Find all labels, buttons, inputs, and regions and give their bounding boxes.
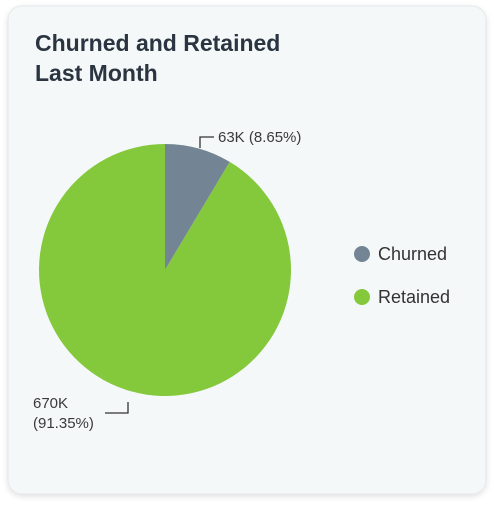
pie-slice — [165, 144, 230, 270]
chart-title: Churned and Retained — [35, 30, 280, 56]
legend-marker — [354, 289, 370, 305]
legend-label: Retained — [378, 287, 450, 307]
value-label: 670K (91.35%) — [33, 395, 94, 432]
chart-title: Last Month — [35, 60, 158, 86]
value-label: 63K (8.65%) — [218, 129, 301, 146]
legend-marker — [354, 246, 370, 262]
legend-label: Churned — [378, 244, 447, 264]
pie-slice — [39, 144, 291, 396]
leader-line — [199, 136, 214, 148]
leader-line — [105, 402, 129, 414]
